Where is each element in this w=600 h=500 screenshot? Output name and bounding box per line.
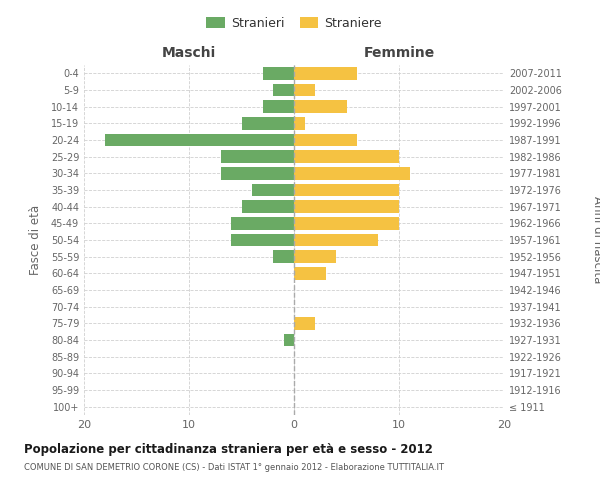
Bar bbox=[294, 317, 315, 330]
Bar bbox=[294, 184, 399, 196]
Text: Maschi: Maschi bbox=[162, 46, 216, 60]
Bar bbox=[231, 234, 294, 246]
Bar bbox=[273, 84, 294, 96]
Bar bbox=[241, 117, 294, 130]
Bar bbox=[294, 200, 399, 213]
Bar bbox=[294, 217, 399, 230]
Bar bbox=[273, 250, 294, 263]
Text: Popolazione per cittadinanza straniera per età e sesso - 2012: Popolazione per cittadinanza straniera p… bbox=[24, 442, 433, 456]
Bar bbox=[263, 100, 294, 113]
Text: Femmine: Femmine bbox=[364, 46, 434, 60]
Y-axis label: Fasce di età: Fasce di età bbox=[29, 205, 43, 275]
Bar bbox=[231, 217, 294, 230]
Bar bbox=[294, 134, 357, 146]
Bar bbox=[294, 100, 347, 113]
Bar bbox=[294, 150, 399, 163]
Bar bbox=[294, 250, 336, 263]
Bar bbox=[294, 234, 378, 246]
Bar bbox=[294, 267, 325, 280]
Bar bbox=[294, 167, 409, 179]
Bar bbox=[263, 67, 294, 80]
Bar bbox=[221, 150, 294, 163]
Bar bbox=[221, 167, 294, 179]
Bar bbox=[294, 67, 357, 80]
Text: Anni di nascita: Anni di nascita bbox=[590, 196, 600, 284]
Text: COMUNE DI SAN DEMETRIO CORONE (CS) - Dati ISTAT 1° gennaio 2012 - Elaborazione T: COMUNE DI SAN DEMETRIO CORONE (CS) - Dat… bbox=[24, 462, 444, 471]
Bar bbox=[252, 184, 294, 196]
Bar bbox=[241, 200, 294, 213]
Bar bbox=[294, 84, 315, 96]
Legend: Stranieri, Straniere: Stranieri, Straniere bbox=[201, 12, 387, 35]
Bar bbox=[105, 134, 294, 146]
Bar bbox=[294, 117, 305, 130]
Bar bbox=[284, 334, 294, 346]
